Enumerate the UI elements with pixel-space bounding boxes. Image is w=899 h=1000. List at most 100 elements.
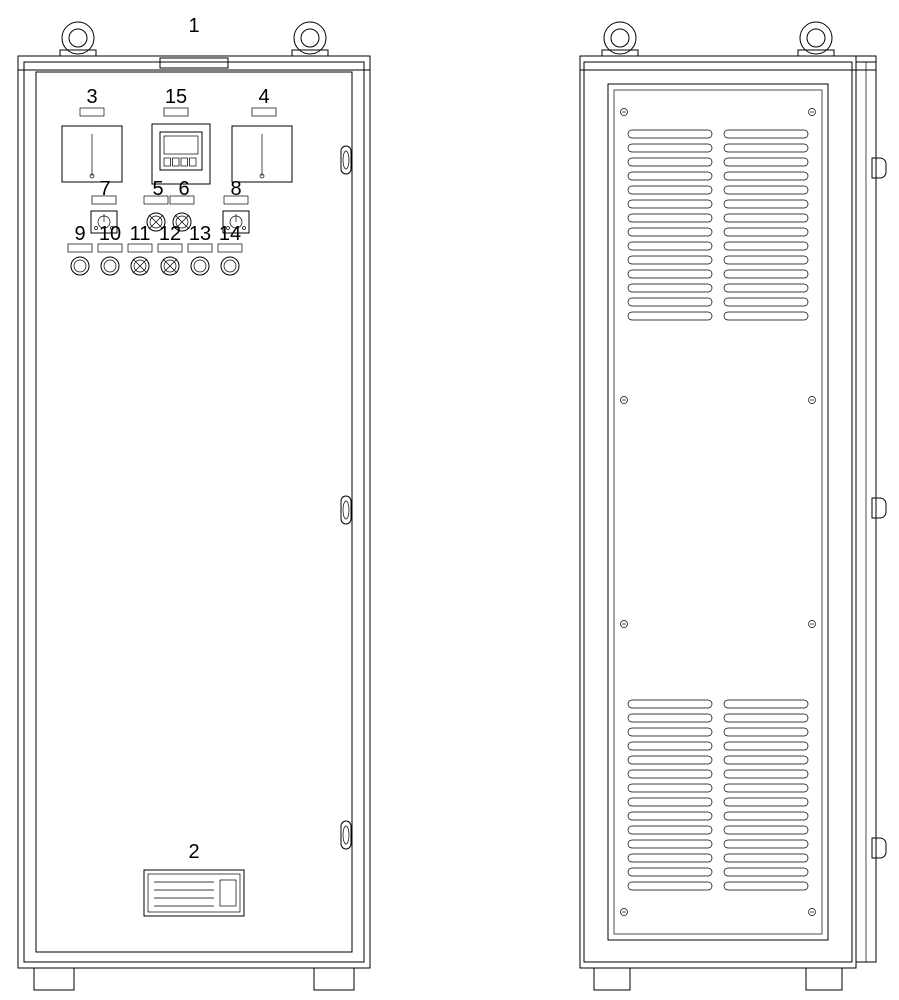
vent-slot [628, 256, 712, 264]
callout-13: 13 [189, 223, 211, 245]
tag-plate [80, 108, 104, 116]
 [292, 50, 328, 56]
vent-slot [724, 882, 808, 890]
vent-slot [724, 784, 808, 792]
 [164, 136, 198, 154]
 [173, 158, 180, 166]
vent-slot [628, 882, 712, 890]
cabinet-outer [580, 56, 856, 968]
vent-slot [724, 270, 808, 278]
lift-eye [294, 22, 326, 54]
callout-14: 14 [219, 223, 241, 245]
callout-12: 12 [159, 223, 181, 245]
vent-slot [628, 200, 712, 208]
 [190, 158, 197, 166]
rear-door [608, 84, 828, 940]
callout-2: 2 [188, 841, 199, 863]
vent-slot [724, 298, 808, 306]
tag-plate [68, 244, 92, 252]
vent-slot [628, 742, 712, 750]
 [181, 158, 188, 166]
top-bar [580, 56, 876, 70]
side-knob [872, 498, 886, 518]
vent-slot [724, 172, 808, 180]
vent-slot [628, 312, 712, 320]
callout-4: 4 [258, 86, 269, 108]
vent-slot [628, 130, 712, 138]
vent-slot [628, 798, 712, 806]
lift-eye [800, 22, 832, 54]
 [194, 260, 206, 272]
callout-5: 5 [152, 178, 163, 200]
hinge-slot [341, 821, 351, 849]
cabinet-outer [18, 56, 370, 968]
callout-11: 11 [130, 223, 151, 245]
 [243, 227, 246, 230]
vent-slot [628, 284, 712, 292]
vent-slot [724, 284, 808, 292]
vent-slot [724, 700, 808, 708]
tag-plate [218, 244, 242, 252]
vent-slot [628, 700, 712, 708]
vent-slot [724, 854, 808, 862]
tag-plate [188, 244, 212, 252]
vent-slot [724, 812, 808, 820]
foot [594, 968, 630, 990]
 [602, 50, 638, 56]
vent-slot [628, 728, 712, 736]
 [74, 260, 86, 272]
vent-slot [628, 186, 712, 194]
vent-slot [628, 826, 712, 834]
tag-plate [252, 108, 276, 116]
vent-slot [724, 312, 808, 320]
callout-10: 10 [99, 223, 121, 245]
vent-slot [628, 868, 712, 876]
callout-6: 6 [178, 178, 189, 200]
side-knob [872, 838, 886, 858]
vent-slot [628, 812, 712, 820]
vent-slot [628, 172, 712, 180]
vent-slot [628, 784, 712, 792]
 [614, 90, 822, 934]
vent-slot [724, 770, 808, 778]
 [95, 227, 98, 230]
foot [806, 968, 842, 990]
callout-15: 15 [165, 86, 187, 108]
callout-8: 8 [230, 178, 241, 200]
tag-plate [164, 108, 188, 116]
vent-slot [724, 130, 808, 138]
 [69, 29, 87, 47]
vent-slot [724, 186, 808, 194]
vent-slot [628, 242, 712, 250]
tag-plate [128, 244, 152, 252]
vent-slot [628, 214, 712, 222]
foot [314, 968, 354, 990]
 [60, 50, 96, 56]
lift-eye [604, 22, 636, 54]
callout-3: 3 [86, 86, 97, 108]
vent-slot [628, 144, 712, 152]
vent-slot [724, 158, 808, 166]
vent-slot [724, 826, 808, 834]
vent-slot [724, 840, 808, 848]
cabinet-frame [584, 62, 852, 962]
vent-slot [724, 256, 808, 264]
 [224, 260, 236, 272]
vent-slot [724, 868, 808, 876]
vent-slot [724, 144, 808, 152]
 [164, 158, 171, 166]
vent-slot [628, 854, 712, 862]
hinge-slot [341, 146, 351, 174]
side-knob [872, 158, 886, 178]
callout-9: 9 [74, 223, 85, 245]
vent-slot [724, 742, 808, 750]
 [220, 880, 236, 906]
foot [34, 968, 74, 990]
drawing-canvas: 131547568910111213142 [0, 0, 899, 1000]
vent-slot [628, 756, 712, 764]
tag-plate [158, 244, 182, 252]
vent-slot [724, 728, 808, 736]
vent-slot [724, 200, 808, 208]
vent-slot [724, 242, 808, 250]
vent-slot [628, 840, 712, 848]
